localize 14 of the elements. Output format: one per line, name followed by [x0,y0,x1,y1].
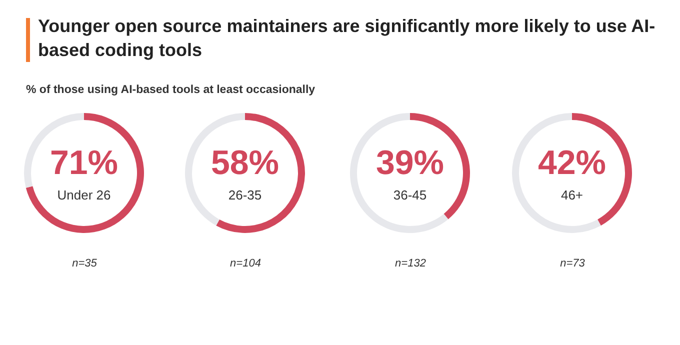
text: n=104 [230,258,261,270]
text: n=132 [395,258,426,270]
data-label: 42% [538,144,606,182]
slice-label: Under 26 [57,188,111,202]
text: n=35 [72,258,98,270]
data-label: 39% [376,144,444,182]
slice-label: 46+ [560,188,584,202]
text: Younger open source maintainers are significantly more likely to use AI-based coding tools [38,15,656,62]
slice-label: 36-45 [393,188,427,202]
text: % of those using AI-based tools at least occasionally [26,84,316,96]
slice-label: 26-35 [228,188,262,202]
data-label: 58% [210,144,280,182]
text: n=73 [560,258,586,270]
data-label: 71% [50,144,118,182]
